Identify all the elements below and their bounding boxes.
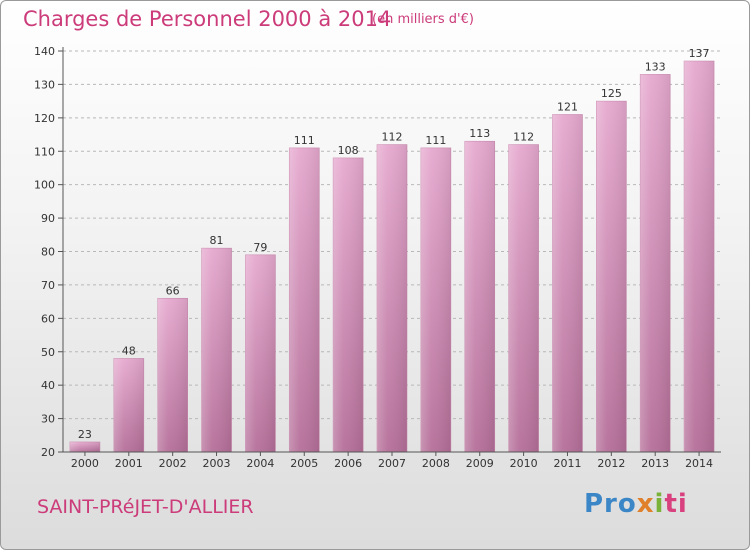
y-tick-label: 110 bbox=[34, 145, 55, 158]
x-tick-label: 2003 bbox=[203, 457, 231, 470]
data-label: 137 bbox=[689, 47, 710, 60]
y-tick-label: 140 bbox=[34, 45, 55, 58]
x-tick-label: 2007 bbox=[378, 457, 406, 470]
x-tick-label: 2000 bbox=[71, 457, 99, 470]
data-label: 111 bbox=[294, 134, 315, 147]
data-label: 81 bbox=[210, 234, 224, 247]
y-tick-label: 70 bbox=[41, 279, 55, 292]
y-tick-label: 20 bbox=[41, 446, 55, 459]
bar-highlight bbox=[69, 441, 100, 452]
data-label: 133 bbox=[645, 60, 666, 73]
bar-highlight bbox=[157, 298, 188, 452]
bar-highlight bbox=[684, 61, 715, 453]
commune-name: SAINT-PRéJET-D'ALLIER bbox=[37, 496, 254, 518]
chart-unit-note: (en milliers d'€) bbox=[372, 12, 474, 27]
y-tick-label: 90 bbox=[41, 212, 55, 225]
bar-highlight bbox=[640, 74, 671, 453]
x-tick-label: 2013 bbox=[641, 457, 669, 470]
y-tick-label: 120 bbox=[34, 112, 55, 125]
bar-highlight bbox=[508, 144, 539, 453]
y-tick-label: 130 bbox=[34, 78, 55, 91]
data-label: 79 bbox=[253, 241, 267, 254]
data-label: 66 bbox=[166, 284, 180, 297]
x-tick-label: 2002 bbox=[159, 457, 187, 470]
x-tick-label: 2005 bbox=[290, 457, 318, 470]
x-tick-label: 2009 bbox=[466, 457, 494, 470]
bar-highlight bbox=[552, 114, 583, 452]
bar-highlight bbox=[464, 141, 495, 452]
chart-title: Charges de Personnel 2000 à 2014 bbox=[23, 7, 392, 31]
x-tick-label: 2012 bbox=[597, 457, 625, 470]
data-label: 48 bbox=[122, 344, 136, 357]
bar-highlight bbox=[333, 157, 364, 452]
y-tick-label: 50 bbox=[41, 346, 55, 359]
bar-highlight bbox=[113, 358, 144, 452]
bar-highlight bbox=[420, 147, 451, 453]
logo-part-2: x bbox=[636, 489, 655, 519]
data-label: 111 bbox=[425, 134, 446, 147]
data-label: 125 bbox=[601, 87, 622, 100]
data-label: 108 bbox=[338, 144, 359, 157]
y-tick-label: 40 bbox=[41, 379, 55, 392]
logo-part-3: i bbox=[654, 489, 665, 519]
logo-part-4: ti bbox=[664, 489, 688, 519]
x-tick-label: 2010 bbox=[510, 457, 538, 470]
bar-highlight bbox=[289, 147, 320, 453]
y-tick-label: 100 bbox=[34, 179, 55, 192]
x-tick-label: 2008 bbox=[422, 457, 450, 470]
data-label: 112 bbox=[513, 131, 534, 144]
x-tick-label: 2011 bbox=[553, 457, 581, 470]
axes: 20 30 40 50 60 70 80 90 100 110 120 130 140 bbox=[34, 45, 721, 459]
bar-highlight bbox=[201, 248, 232, 452]
y-tick-label: 30 bbox=[41, 413, 55, 426]
x-tick-label: 2014 bbox=[685, 457, 713, 470]
data-label: 121 bbox=[557, 100, 578, 113]
x-tick-label: 2006 bbox=[334, 457, 362, 470]
data-label: 23 bbox=[78, 428, 92, 441]
labels: 2000 23 2001 48 2002 66 2003 81 2004 79 2005 111 200… bbox=[71, 47, 713, 470]
data-label: 112 bbox=[382, 131, 403, 144]
x-tick-label: 2001 bbox=[115, 457, 143, 470]
x-tick-label: 2004 bbox=[246, 457, 274, 470]
bars bbox=[69, 60, 715, 453]
bar-highlight bbox=[377, 144, 407, 453]
logo-part-1: Pro bbox=[584, 489, 637, 519]
proxiti-logo: Proxiti bbox=[584, 489, 688, 519]
y-tick-label: 80 bbox=[41, 246, 55, 259]
bar-highlight bbox=[596, 101, 627, 452]
data-label: 113 bbox=[469, 127, 490, 140]
bar-highlight bbox=[245, 254, 276, 452]
y-tick-label: 60 bbox=[41, 312, 55, 325]
